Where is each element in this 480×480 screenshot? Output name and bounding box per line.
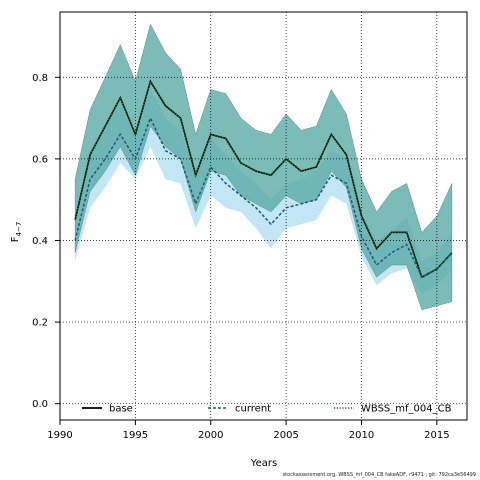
x-tick-label-2010: 2010 <box>349 430 374 441</box>
y-axis-label: F4−7 <box>10 222 23 243</box>
y-axis-label-sub: 4−7 <box>15 222 23 237</box>
y-tick-label-0.6: 0.6 <box>32 154 48 165</box>
legend: base current WBSS_mf_004_CB <box>82 404 452 415</box>
x-tick-label-2005: 2005 <box>273 430 298 441</box>
y-tick-label-0.2: 0.2 <box>32 318 48 329</box>
y-tick-label-0.4: 0.4 <box>32 236 48 247</box>
series-lines <box>74 79 453 279</box>
line-current <box>74 116 453 279</box>
legend-label-base: base <box>109 404 133 415</box>
x-axis-label: Years <box>250 458 277 469</box>
legend-label-current: current <box>235 404 271 415</box>
line-base <box>74 79 453 279</box>
y-tick-label-0.0: 0.0 <box>32 399 48 410</box>
x-tick-label-2000: 2000 <box>198 430 223 441</box>
x-tick-label-1990: 1990 <box>47 430 72 441</box>
legend-label-WBSS_mf_004_CB: WBSS_mf_004_CB <box>361 404 452 415</box>
plot-frame <box>59 11 468 421</box>
x-tick-label-2015: 2015 <box>424 430 449 441</box>
y-axis-label-main: F <box>10 236 21 242</box>
footer-text: stockassessment.org, WBSS_mf_004_CB fake… <box>282 472 476 478</box>
svg-text:F4−7: F4−7 <box>10 222 23 243</box>
axes: 1990 1995 2000 2005 2010 2015 0.0 0.2 0.4 0.6 0.8 <box>32 11 468 441</box>
band-WBSS_mf_004_CB <box>74 23 453 311</box>
x-tick-label-1995: 1995 <box>123 430 148 441</box>
y-tick-label-0.8: 0.8 <box>32 73 48 84</box>
confidence-bands <box>74 23 453 311</box>
